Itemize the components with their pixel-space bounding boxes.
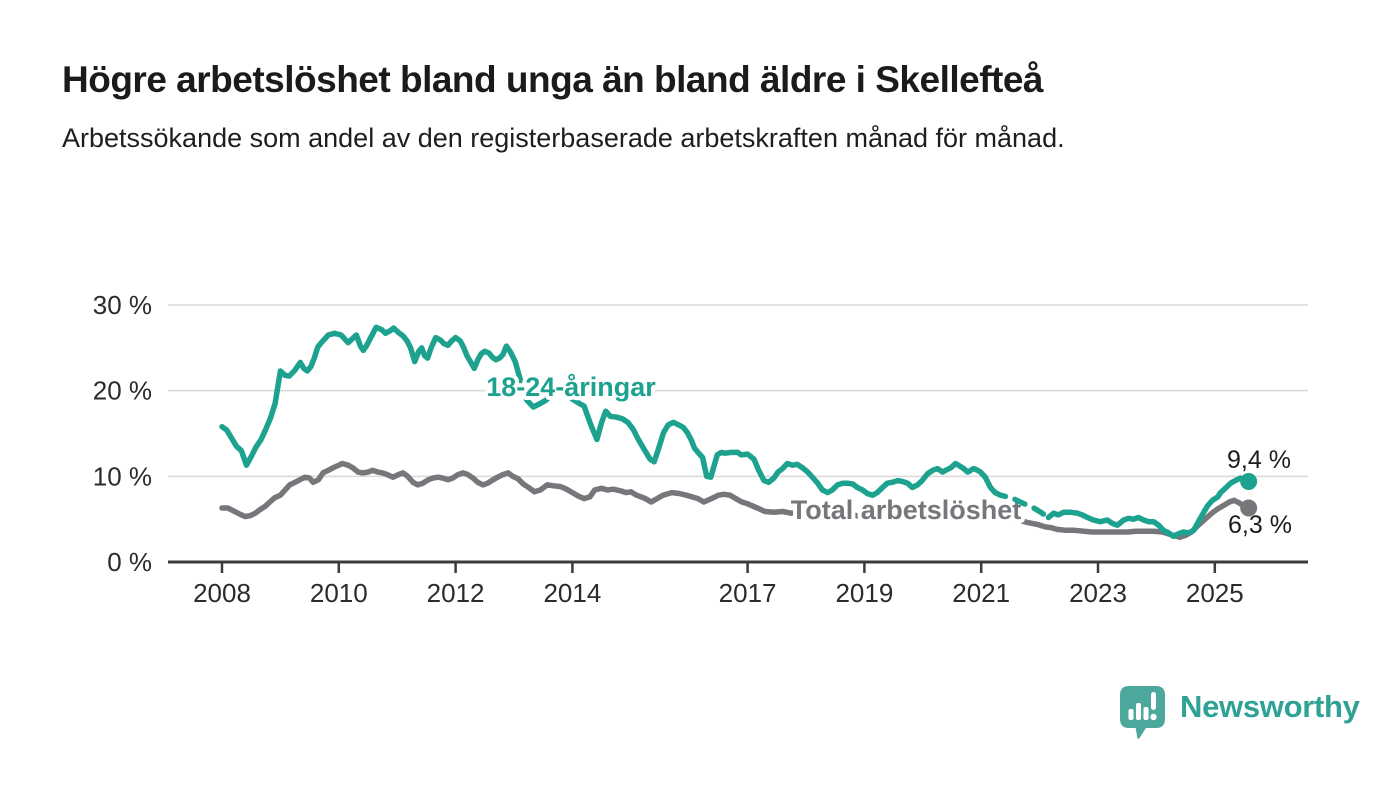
y-tick-label-20: 20 % bbox=[93, 376, 152, 406]
series-line-0-seg-0 bbox=[219, 460, 1252, 540]
x-tick-label-2021: 2021 bbox=[952, 578, 1010, 608]
series-label-0: Total arbetslöshet bbox=[791, 495, 1022, 525]
series-end-label-1: 9,4 % bbox=[1227, 446, 1291, 474]
logo-exclamation-bar bbox=[1151, 692, 1156, 710]
page-subtitle: Arbetssökande som andel av den registerb… bbox=[62, 123, 1065, 153]
x-tick-label-2008: 2008 bbox=[193, 578, 251, 608]
page-title: Högre arbetslöshet bland unga än bland ä… bbox=[62, 59, 1044, 100]
logo-bar-3 bbox=[1143, 707, 1149, 720]
x-tick-label-2019: 2019 bbox=[835, 578, 893, 608]
x-tick-label-2023: 2023 bbox=[1069, 578, 1127, 608]
series-end-dot-1 bbox=[1240, 472, 1258, 490]
newsworthy-logo: Newsworthy bbox=[1116, 682, 1360, 742]
x-tick-label-2025: 2025 bbox=[1186, 578, 1244, 608]
y-tick-label-0: 0 % bbox=[107, 547, 152, 577]
logo-exclamation-dot bbox=[1150, 713, 1157, 721]
x-tick-label-2017: 2017 bbox=[719, 578, 777, 608]
newsworthy-logo-text: Newsworthy bbox=[1180, 689, 1360, 724]
series-line-1-seg-0 bbox=[219, 324, 998, 498]
chart-header: Högre arbetslöshet bland unga än bland ä… bbox=[62, 56, 1182, 157]
newsworthy-logo-icon bbox=[1120, 686, 1165, 739]
series-end-dot-0 bbox=[1240, 499, 1258, 517]
x-tick-label-2012: 2012 bbox=[427, 578, 485, 608]
x-tick-label-2010: 2010 bbox=[310, 578, 368, 608]
y-tick-label-10: 10 % bbox=[93, 461, 152, 491]
speech-bubble-shape bbox=[1120, 686, 1165, 739]
logo-bar-1 bbox=[1128, 709, 1134, 720]
logo-bar-2 bbox=[1136, 703, 1141, 720]
y-tick-label-30: 30 % bbox=[93, 290, 152, 320]
series-line-1-seg-2 bbox=[1045, 475, 1252, 540]
series-end-label-0: 6,3 % bbox=[1228, 511, 1292, 539]
series-label-1: 18-24-åringar bbox=[486, 372, 656, 402]
series-line-1-dashed bbox=[992, 489, 1052, 521]
x-tick-label-2014: 2014 bbox=[543, 578, 601, 608]
